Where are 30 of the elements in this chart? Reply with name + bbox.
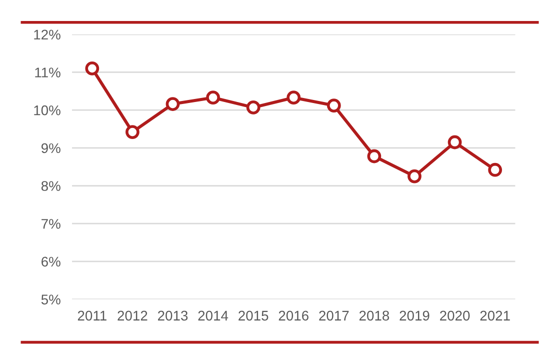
y-tick-label: 6%	[42, 256, 60, 267]
point	[448, 135, 462, 150]
x-tick-label: 2017	[319, 310, 349, 321]
point	[286, 90, 301, 105]
point	[488, 162, 502, 177]
x-tick-label: 2013	[158, 310, 188, 321]
x-tick-label: 2015	[238, 310, 268, 321]
y-tick-label: 11%	[35, 68, 60, 78]
x-tick-label: 2016	[278, 310, 308, 321]
x-tick-label: 2011	[78, 310, 106, 321]
x-tick-label: 2014	[198, 310, 228, 321]
point	[246, 100, 260, 114]
x-tick-label: 2018	[359, 310, 390, 321]
y-tick-label: 8%	[41, 181, 60, 191]
point	[326, 98, 341, 112]
y-tick-label: 10%	[34, 105, 60, 116]
point	[367, 149, 382, 164]
x-tick-label: 2019	[400, 310, 430, 321]
point	[206, 90, 220, 105]
point	[408, 169, 422, 184]
y-tick-label: 7%	[42, 218, 60, 229]
x-tick-label: 2012	[118, 310, 148, 321]
y-tick-label: 12%	[34, 30, 60, 40]
x-tick-label: 2020	[440, 310, 470, 321]
point	[166, 97, 180, 111]
y-tick-label: 9%	[41, 143, 60, 154]
y-tick-label: 5%	[41, 294, 60, 304]
x-tick-label: 2021	[480, 310, 510, 321]
point	[126, 125, 140, 139]
point	[85, 62, 100, 76]
